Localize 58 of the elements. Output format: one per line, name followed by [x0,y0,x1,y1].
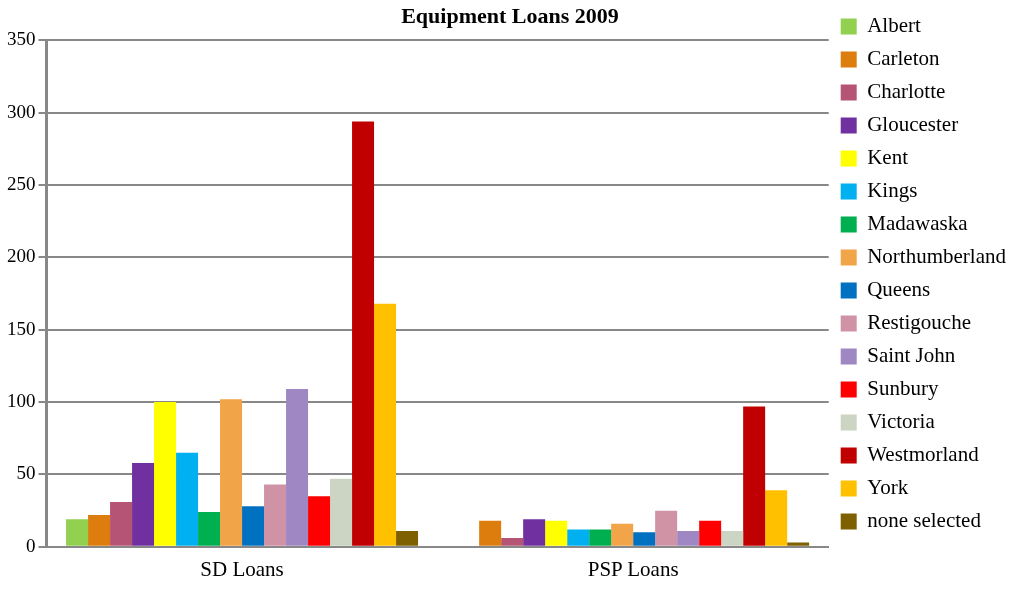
bar [567,529,590,546]
bar [88,514,111,546]
bar [374,303,397,546]
x-tick-label: SD Loans [200,556,284,581]
legend-label: Gloucester [867,112,959,137]
bar [110,501,133,546]
bar [765,490,788,546]
bar [721,530,744,546]
bar [176,452,199,546]
bar [523,519,546,546]
bar [479,520,502,546]
bar [501,538,524,546]
y-tick-label: 100 [7,390,36,412]
y-tick-label: 250 [7,173,36,195]
chart-title: Equipment Loans 2009 [401,2,619,28]
bar [66,519,89,546]
legend-label: Northumberland [867,244,1007,269]
legend-label: Kent [867,145,909,170]
legend-label: Queens [867,277,931,302]
bar [589,529,612,546]
bar [633,532,656,546]
bar [677,530,700,546]
bar [545,520,568,546]
legend-label: Albert [867,13,922,38]
legend-label: York [867,475,909,500]
bar [198,512,221,546]
bar [308,496,331,546]
legend-label: Westmorland [867,442,980,467]
bar [655,510,678,546]
y-tick-label: 300 [7,100,36,122]
legend-label: Victoria [867,409,936,434]
legend-label: Sunbury [867,376,939,401]
x-tick-label: PSP Loans [587,556,679,581]
bar [787,542,810,546]
bar [154,402,177,546]
y-tick-label: 200 [7,245,36,267]
bar [242,506,265,546]
legend-label: Kings [867,178,918,203]
bar [264,484,287,546]
legend-label: Madawaska [867,211,969,236]
y-tick-label: 0 [26,534,36,556]
bar [396,530,419,546]
bar [132,462,155,546]
y-tick-label: 50 [16,462,36,484]
y-tick-label: 350 [7,28,36,50]
bar [220,399,243,546]
bar [352,121,375,546]
legend-label: Charlotte [867,79,946,104]
bar [699,520,722,546]
bar [286,389,309,546]
legend-label: Restigouche [867,310,972,335]
y-tick-label: 150 [7,317,36,339]
bar [611,523,634,546]
bar [330,478,353,546]
legend-label: none selected [867,508,982,533]
bar [743,406,766,546]
legend-label: Saint John [867,343,956,368]
legend-label: Carleton [867,46,941,71]
